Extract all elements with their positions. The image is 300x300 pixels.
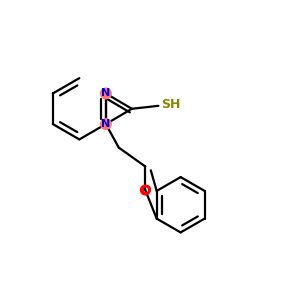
Text: N: N <box>101 119 110 129</box>
Text: N: N <box>101 88 110 98</box>
Text: SH: SH <box>161 98 180 111</box>
Text: O: O <box>140 184 151 196</box>
Circle shape <box>100 88 111 99</box>
Circle shape <box>100 119 111 129</box>
